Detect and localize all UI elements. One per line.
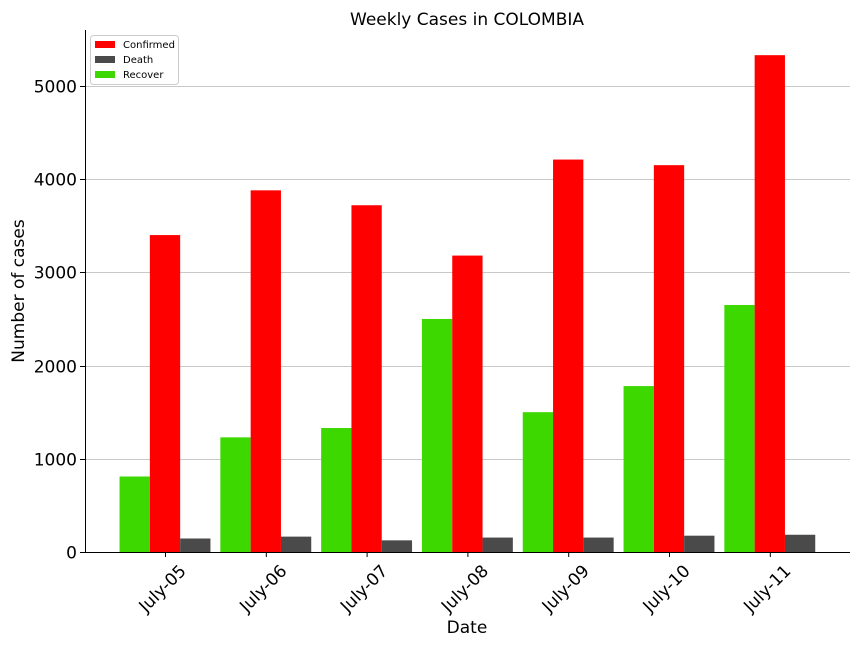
x-tick-label: July-05 (135, 561, 191, 617)
bars (119, 55, 816, 553)
bar-confirmed-july-09 (553, 159, 584, 552)
legend-label-confirmed: Confirmed (123, 40, 175, 51)
bar-confirmed-july-07 (351, 205, 382, 552)
legend-label-death: Death (123, 55, 153, 66)
x-tick-label: July-08 (437, 561, 493, 617)
y-tick-label: 1000 (34, 451, 77, 471)
legend-swatch-recover (95, 71, 115, 78)
bar-confirmed-july-05 (149, 235, 181, 553)
chart-title: Weekly Cases in COLOMBIA (350, 10, 584, 30)
x-tick-label: July-10 (639, 561, 695, 617)
bar-death-july-05 (180, 538, 211, 552)
bar-confirmed-july-11 (754, 55, 785, 553)
bar-death-july-06 (280, 536, 312, 552)
bar-death-july-09 (583, 537, 614, 552)
bar-recover-july-07 (321, 428, 352, 552)
bar-recover-july-11 (724, 304, 755, 552)
bar-death-july-08 (482, 537, 513, 552)
x-tick-label: July-11 (739, 561, 795, 617)
legend-swatch-confirmed (95, 41, 115, 48)
legend: Confirmed Death Recover (90, 35, 179, 85)
bar-death-july-07 (381, 540, 413, 552)
x-tick-label: July-07 (336, 561, 392, 617)
y-axis-label: Number of cases (9, 219, 29, 363)
bar-death-july-11 (784, 534, 816, 552)
bar-recover-july-06 (220, 437, 251, 552)
y-tick-label: 2000 (34, 358, 77, 378)
x-axis-label: Date (447, 618, 488, 638)
x-tick-label: July-09 (538, 561, 594, 617)
bar-confirmed-july-10 (653, 165, 685, 553)
bar-confirmed-july-08 (452, 255, 483, 553)
bar-recover-july-09 (522, 412, 554, 552)
bar-recover-july-08 (421, 318, 453, 552)
y-tick-label: 5000 (34, 78, 77, 98)
bar-confirmed-july-06 (250, 190, 281, 553)
bar-recover-july-10 (623, 386, 654, 552)
legend-swatch-death (95, 56, 115, 63)
x-tick-label: July-06 (235, 561, 291, 617)
bar-recover-july-05 (119, 476, 150, 552)
y-tick-label: 0 (66, 544, 77, 564)
y-tick-label: 4000 (34, 171, 77, 191)
legend-label-recover: Recover (123, 70, 164, 81)
bar-death-july-10 (684, 535, 715, 552)
y-tick-label: 3000 (34, 264, 77, 284)
